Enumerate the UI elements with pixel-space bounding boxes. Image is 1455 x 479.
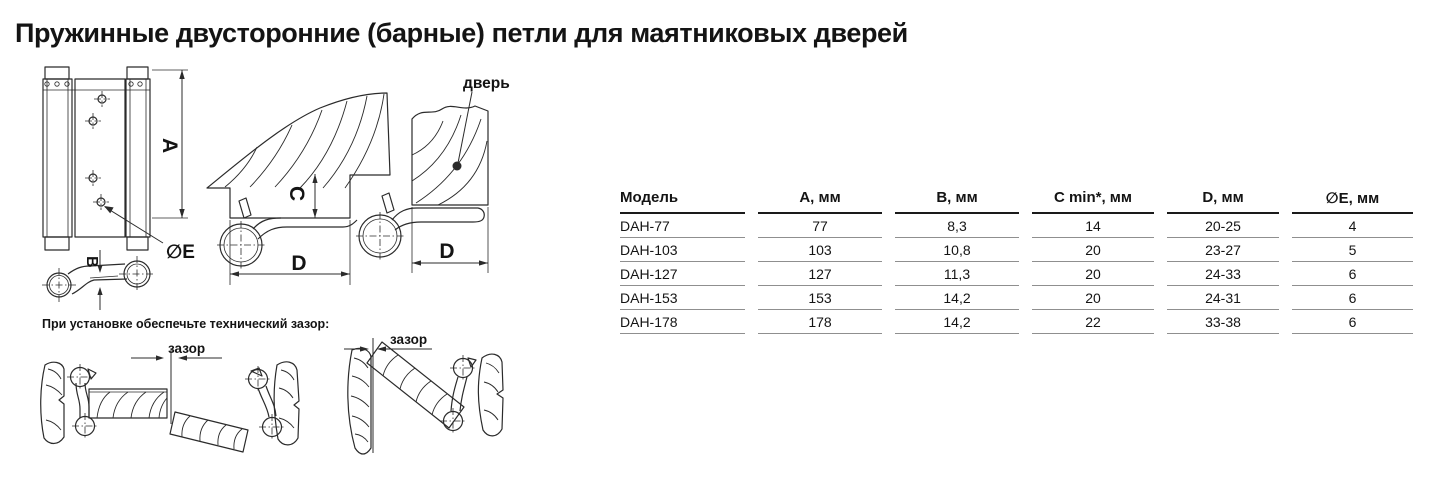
hinge-installed-section-drawing: дверь C D D [206, 75, 510, 285]
hinge-top-view-drawing: B [42, 250, 155, 310]
value-cell: 4 [1292, 214, 1413, 238]
table-row: DAH-127 127 11,3 20 24-33 6 [620, 262, 1413, 286]
value-cell: 10,8 [895, 238, 1019, 262]
col-header-e: ∅Е, мм [1292, 186, 1413, 214]
value-cell: 20 [1032, 262, 1154, 286]
model-cell: DAH-127 [620, 262, 745, 286]
value-cell: 6 [1292, 310, 1413, 334]
value-cell: 33-38 [1167, 310, 1279, 334]
col-header-c-min: C min*, мм [1032, 186, 1154, 214]
col-header-b: В, мм [895, 186, 1019, 214]
dimensions-table: Модель А, мм В, мм C min*, мм D, мм ∅Е, … [607, 186, 1426, 334]
value-cell: 14,2 [895, 310, 1019, 334]
model-cell: DAH-153 [620, 286, 745, 310]
tension-pin [238, 197, 252, 219]
value-cell: 77 [758, 214, 882, 238]
value-cell: 24-31 [1167, 286, 1279, 310]
table-row: DAH-178 178 14,2 22 33-38 6 [620, 310, 1413, 334]
value-cell: 8,3 [895, 214, 1019, 238]
gap-label-left: зазор [168, 341, 205, 356]
screw-icon [128, 81, 134, 87]
model-cell: DAH-178 [620, 310, 745, 334]
table-row: DAH-153 153 14,2 20 24-31 6 [620, 286, 1413, 310]
dim-label-d-left: D [291, 252, 306, 275]
value-cell: 153 [758, 286, 882, 310]
col-header-d: D, мм [1167, 186, 1279, 214]
dim-label-c: C [285, 186, 308, 201]
page-title: Пружинные двусторонние (барные) петли дл… [15, 18, 908, 48]
model-cell: DAH-77 [620, 214, 745, 238]
dim-label-b: B [83, 256, 100, 268]
leader-dot [452, 161, 462, 171]
col-header-a: А, мм [758, 186, 882, 214]
value-cell: 20 [1032, 286, 1154, 310]
value-cell: 24-33 [1167, 262, 1279, 286]
value-cell: 103 [758, 238, 882, 262]
screw-icon [137, 81, 143, 87]
table-header-row: Модель А, мм В, мм C min*, мм D, мм ∅Е, … [620, 186, 1413, 214]
mounting-holes [85, 91, 110, 210]
dim-label-e: ∅E [166, 242, 195, 263]
door-label: дверь [463, 75, 510, 92]
screw-icon [54, 81, 60, 87]
installation-note: При установке обеспечьте технический заз… [42, 317, 330, 331]
table-row: DAH-77 77 8,3 14 20-25 4 [620, 214, 1413, 238]
value-cell: 14 [1032, 214, 1154, 238]
value-cell: 5 [1292, 238, 1413, 262]
gap-label-right: зазор [390, 332, 427, 347]
value-cell: 14,2 [895, 286, 1019, 310]
value-cell: 6 [1292, 286, 1413, 310]
wood-grain [411, 114, 488, 206]
value-cell: 20-25 [1167, 214, 1279, 238]
screw-icon [44, 81, 50, 87]
tension-pin [467, 357, 477, 368]
value-cell: 23-27 [1167, 238, 1279, 262]
gap-closed-doors-drawing: зазор [40, 341, 300, 453]
wood-grain [224, 93, 385, 189]
tension-pin [87, 368, 97, 380]
tension-pin [381, 192, 395, 214]
value-cell: 6 [1292, 262, 1413, 286]
dim-label-d-right: D [439, 240, 454, 263]
dim-label-a: A [158, 138, 181, 153]
gap-open-door-drawing: зазор [344, 332, 504, 455]
value-cell: 22 [1032, 310, 1154, 334]
hinge-front-view-drawing: A ∅E [42, 66, 195, 263]
table-row: DAH-103 103 10,8 20 23-27 5 [620, 238, 1413, 262]
value-cell: 178 [758, 310, 882, 334]
value-cell: 127 [758, 262, 882, 286]
model-cell: DAH-103 [620, 238, 745, 262]
tension-pin [250, 367, 263, 377]
screw-icon [64, 81, 70, 87]
col-header-model: Модель [620, 186, 745, 214]
value-cell: 11,3 [895, 262, 1019, 286]
value-cell: 20 [1032, 238, 1154, 262]
